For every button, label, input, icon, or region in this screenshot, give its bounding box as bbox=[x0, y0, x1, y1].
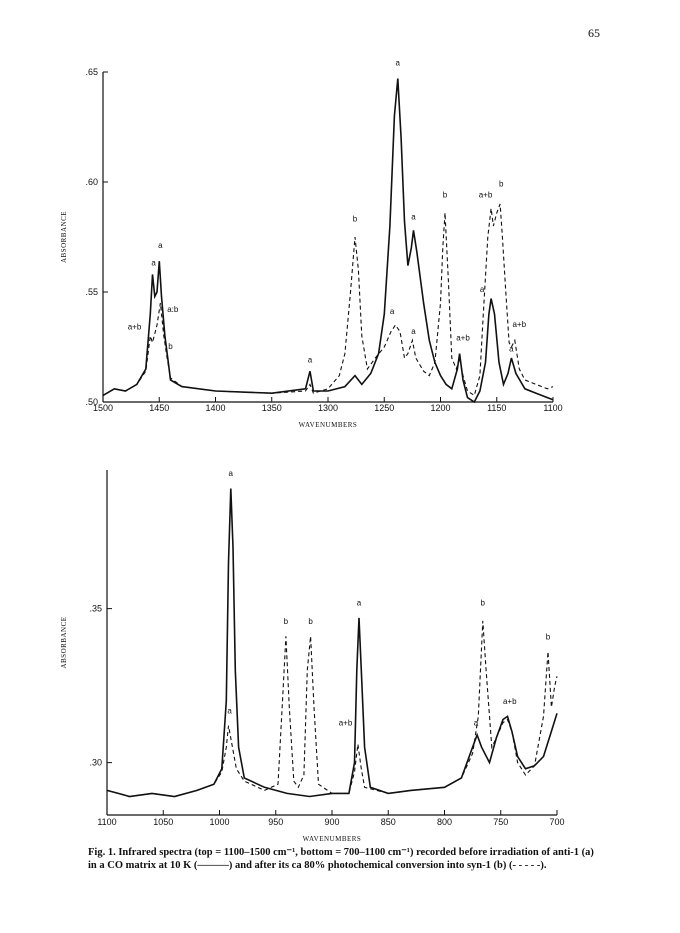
peak-label: a bbox=[411, 212, 416, 221]
x-tick-label: 1150 bbox=[487, 403, 506, 413]
peak-label: b bbox=[353, 215, 358, 224]
peak-label: a:b bbox=[167, 305, 179, 314]
peak-label: a bbox=[158, 241, 163, 250]
y-tick-label: .65 bbox=[85, 67, 98, 77]
peak-label: b bbox=[443, 190, 448, 199]
peak-label: a bbox=[151, 259, 156, 268]
x-tick-label: 1250 bbox=[374, 403, 394, 413]
peak-label: a bbox=[308, 355, 313, 364]
page-number: 65 bbox=[588, 26, 600, 40]
y-axis-title: ABSORBANCE bbox=[60, 211, 68, 263]
peak-label: a bbox=[509, 344, 514, 353]
peak-label: a+b bbox=[456, 333, 470, 342]
peak-label: b bbox=[499, 179, 504, 188]
x-tick-label: 1350 bbox=[262, 403, 282, 413]
peak-label: a bbox=[390, 307, 395, 316]
series-b-line bbox=[102, 203, 554, 397]
x-tick-label: 1500 bbox=[93, 403, 113, 413]
peak-label: a+b bbox=[128, 322, 142, 331]
peak-label: a bbox=[396, 58, 401, 67]
peak-label: b bbox=[168, 342, 173, 351]
peak-label: a bbox=[480, 285, 485, 294]
x-tick-label: 1400 bbox=[205, 403, 225, 413]
peak-label: a+b bbox=[512, 320, 526, 329]
x-tick-label: 1200 bbox=[430, 403, 450, 413]
x-axis-title: WAVENUMBERS bbox=[299, 421, 358, 429]
x-tick-label: 1100 bbox=[543, 403, 562, 413]
peak-label: a+b bbox=[479, 190, 493, 199]
x-tick-label: 1450 bbox=[149, 403, 169, 413]
x-tick-label: 1300 bbox=[318, 403, 338, 413]
y-tick-label: .50 bbox=[85, 397, 98, 407]
figure-caption: Fig. 1. Infrared spectra (top = 1100–150… bbox=[88, 847, 594, 871]
y-tick-label: .55 bbox=[85, 287, 98, 297]
series-a-line bbox=[102, 78, 554, 404]
peak-label: a bbox=[411, 327, 416, 336]
y-tick-label: .60 bbox=[85, 177, 98, 187]
